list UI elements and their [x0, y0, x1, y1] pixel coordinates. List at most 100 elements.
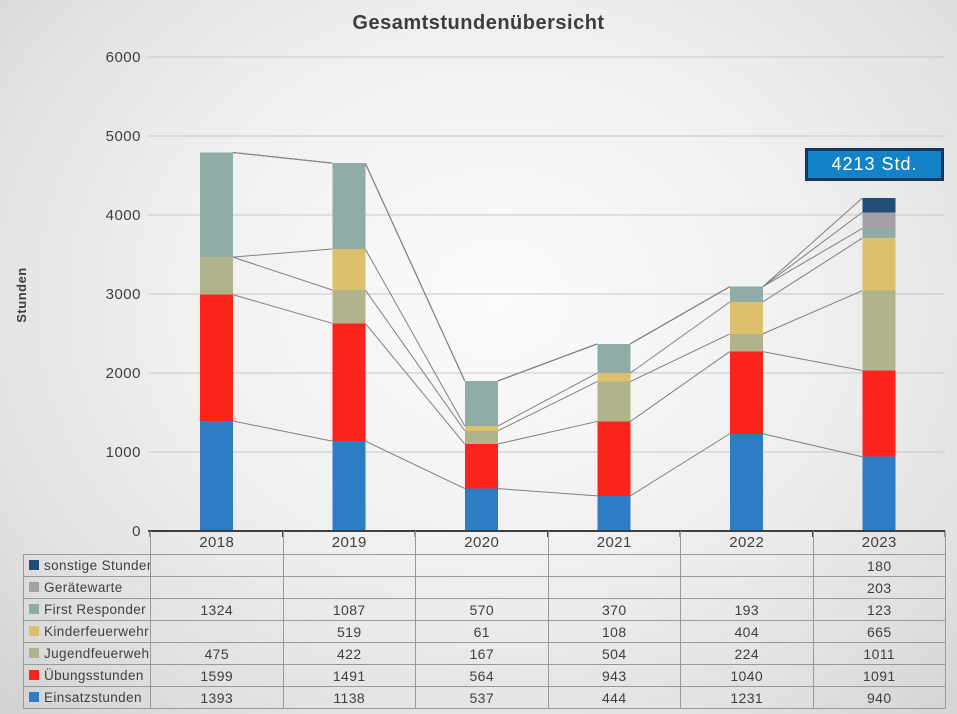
series-label-cell: sonstige Stunden — [23, 554, 151, 577]
value-cell: 167 — [415, 642, 549, 665]
series-name: Übungsstunden — [44, 668, 144, 683]
value-cell: 1011 — [812, 642, 946, 665]
legend-swatch-icon — [29, 670, 39, 681]
table-year-header: 2019 — [282, 531, 416, 555]
bar-segment-2018-einsatzstunden — [199, 420, 233, 531]
series-line-first-responder — [364, 162, 466, 382]
value-cell: 564 — [415, 664, 549, 687]
bar-segment-2019-übungsstunden — [332, 323, 366, 442]
series-label-cell: Jugendfeuerwehr — [23, 642, 151, 665]
value-cell — [415, 576, 549, 599]
series-line-einsatzstunden — [365, 440, 465, 490]
value-cell — [282, 554, 416, 577]
bar-segment-2019-kinderfeuerwehr — [332, 248, 366, 290]
table-year-header: 2018 — [150, 531, 284, 555]
series-line-einsatzstunden — [629, 433, 731, 497]
value-cell: 943 — [547, 664, 681, 687]
value-cell — [547, 576, 681, 599]
table-row: sonstige Stunden 180 — [23, 554, 946, 577]
series-label-cell: Einsatzstunden — [23, 686, 151, 709]
series-line-jugendfeuerwehr — [232, 256, 333, 291]
chart-title: Gesamtstundenübersicht — [352, 12, 605, 34]
bar-segment-2023-einsatzstunden — [862, 456, 896, 531]
value-cell: 108 — [547, 620, 681, 643]
series-label-cell: First Responder — [23, 598, 151, 621]
legend-swatch-icon — [29, 604, 39, 615]
table-row: Jugendfeuerwehr 475 422 167 504 224 1011 — [23, 642, 946, 665]
value-cell — [282, 576, 416, 599]
series-line-übungsstunden — [629, 351, 731, 422]
series-label-cell: Kinderfeuerwehr — [23, 620, 151, 643]
legend-swatch-icon — [29, 648, 39, 659]
value-cell: 665 — [812, 620, 946, 643]
value-cell: 1599 — [150, 664, 284, 687]
table-row: Gerätewarte 203 — [23, 576, 946, 599]
series-name: Kinderfeuerwehr — [44, 624, 150, 639]
value-cell: 504 — [547, 642, 681, 665]
value-cell: 193 — [680, 598, 814, 621]
table-year-header: 2020 — [415, 531, 549, 555]
series-line-sonstige-stunden — [762, 197, 863, 288]
series-line-einsatzstunden — [497, 488, 598, 497]
value-cell — [680, 554, 814, 577]
bar-segment-2021-jugendfeuerwehr — [597, 381, 631, 422]
value-cell — [415, 554, 549, 577]
value-cell: 444 — [547, 686, 681, 709]
legend-swatch-icon — [29, 582, 39, 593]
total-hours-callout: 4213 Std. — [805, 148, 944, 181]
table-year-header: 2023 — [812, 531, 946, 555]
series-name: First Responder — [44, 602, 147, 617]
y-tick-label: 6000 — [106, 49, 141, 66]
value-cell — [150, 554, 284, 577]
table-year-header: 2021 — [547, 531, 681, 555]
value-cell: 940 — [812, 686, 946, 709]
bar-segment-2021-kinderfeuerwehr — [597, 373, 631, 382]
y-tick-label: 3000 — [106, 286, 141, 303]
series-line-first-responder — [497, 343, 598, 382]
bar-segment-2021-übungsstunden — [597, 421, 631, 496]
series-line-jugendfeuerwehr — [497, 381, 598, 432]
total-hours-callout-text: 4213 Std. — [831, 154, 918, 174]
value-cell: 404 — [680, 620, 814, 643]
bar-segment-2020-übungsstunden — [464, 444, 498, 489]
series-line-kinderfeuerwehr — [762, 237, 863, 303]
bar-segment-2019-first-responder — [332, 163, 366, 249]
bar-segment-2022-einsatzstunden — [729, 433, 763, 531]
series-line-kinderfeuerwehr — [232, 248, 333, 258]
value-cell: 1491 — [282, 664, 416, 687]
value-cell: 1087 — [282, 598, 416, 621]
series-name: Jugendfeuerwehr — [44, 646, 151, 661]
series-label-cell: Gerätewarte — [23, 576, 151, 599]
series-line-gerätewarte — [232, 152, 333, 164]
table-row: Einsatzstunden 1393 1138 537 444 1231 940 — [23, 686, 946, 709]
table-corner-cell — [24, 531, 151, 555]
bar-segment-2018-übungsstunden — [199, 294, 233, 421]
series-line-gerätewarte — [762, 211, 863, 288]
series-line-übungsstunden — [762, 351, 863, 372]
bar-segment-2023-kinderfeuerwehr — [862, 238, 896, 291]
bar-segment-2023-gerätewarte — [862, 212, 896, 229]
bar-segment-2022-jugendfeuerwehr — [729, 333, 763, 352]
value-cell: 537 — [415, 686, 549, 709]
value-cell: 61 — [415, 620, 549, 643]
series-line-gerätewarte — [630, 286, 730, 345]
series-line-kinderfeuerwehr — [629, 301, 731, 374]
value-cell: 1231 — [680, 686, 814, 709]
value-cell: 1393 — [150, 686, 284, 709]
bar-segment-2020-jugendfeuerwehr — [464, 430, 498, 445]
value-cell — [150, 620, 284, 643]
y-tick-label: 4000 — [106, 207, 141, 224]
bar-segment-2020-first-responder — [464, 380, 498, 427]
value-cell: 1091 — [812, 664, 946, 687]
y-axis-title: Stunden — [13, 267, 29, 323]
y-tick-label: 2000 — [106, 365, 141, 382]
series-line-jugendfeuerwehr — [762, 290, 863, 335]
series-line-sonstige-stunden — [497, 343, 598, 382]
value-cell: 422 — [282, 642, 416, 665]
table-year-header: 2022 — [680, 531, 814, 555]
series-label-cell: Übungsstunden — [23, 664, 151, 687]
bar-segment-2023-first-responder — [862, 228, 896, 239]
chart-data-table: 2018 2019 2020 2021 2022 2023 sonstige Stunden… — [23, 531, 946, 709]
legend-swatch-icon — [29, 692, 39, 703]
